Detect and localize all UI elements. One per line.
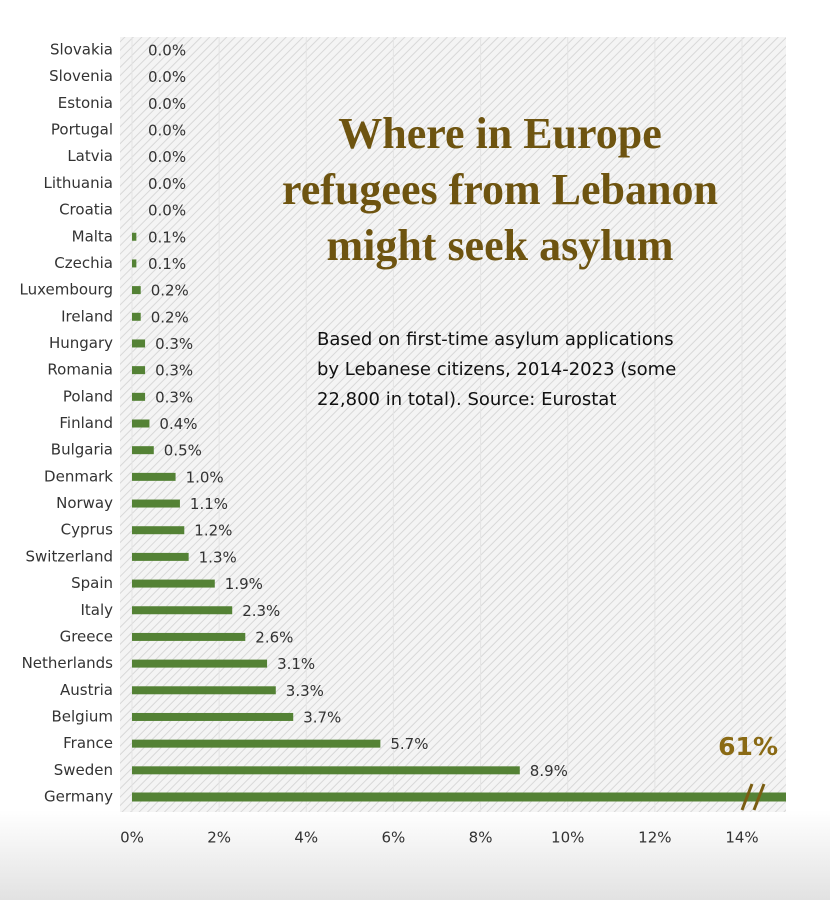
y-tick-label: Sweden [54, 761, 113, 779]
bar [132, 712, 294, 721]
y-tick-label: Spain [71, 574, 113, 592]
bar [132, 526, 185, 535]
y-tick-label: Finland [59, 414, 113, 432]
chart-title: Where in Europe [338, 109, 662, 158]
bar [132, 339, 146, 348]
value-label: 0.0% [148, 202, 186, 220]
value-label: 0.3% [155, 335, 193, 353]
bar [132, 446, 154, 455]
chart-title: refugees from Lebanon [282, 165, 718, 214]
value-label: 0.0% [148, 95, 186, 113]
y-tick-label: Malta [72, 227, 113, 245]
bar [132, 232, 137, 241]
value-label: 3.3% [286, 682, 324, 700]
x-tick-label: 2% [207, 829, 231, 847]
value-label: 0.2% [151, 282, 189, 300]
bar [132, 579, 215, 588]
value-label: 8.9% [530, 762, 568, 780]
y-tick-label: Romania [47, 361, 113, 379]
bar [132, 419, 150, 428]
value-label: 0.3% [155, 362, 193, 380]
value-label: 0.0% [148, 42, 186, 60]
y-tick-label: Luxembourg [20, 281, 114, 299]
y-tick-label: Estonia [58, 94, 113, 112]
y-tick-label: Austria [60, 681, 113, 699]
value-label: 0.0% [148, 148, 186, 166]
bar [132, 659, 268, 668]
x-tick-label: 14% [725, 829, 758, 847]
value-label: 2.3% [242, 602, 280, 620]
value-label: 0.0% [148, 122, 186, 140]
y-tick-label: Croatia [59, 201, 113, 219]
bar [132, 472, 176, 481]
value-label: 0.0% [148, 68, 186, 86]
y-tick-label: Czechia [54, 254, 113, 272]
bar [132, 366, 146, 375]
value-label: 0.0% [148, 175, 186, 193]
value-label: 1.0% [186, 468, 224, 486]
value-label: 1.3% [199, 548, 237, 566]
bar [132, 499, 180, 508]
axis-break [740, 783, 766, 811]
y-tick-label: Slovenia [49, 67, 113, 85]
value-label: 0.2% [151, 308, 189, 326]
y-tick-label: France [63, 734, 113, 752]
chart-title: might seek asylum [326, 221, 673, 270]
y-tick-label: Cyprus [61, 521, 114, 539]
x-tick-label: 0% [120, 829, 144, 847]
value-label: 2.6% [255, 628, 293, 646]
value-label: 3.7% [303, 708, 341, 726]
y-tick-label: Hungary [49, 334, 113, 352]
value-label: 0.3% [155, 388, 193, 406]
y-tick-label: Italy [80, 601, 113, 619]
subtitle: 22,800 in total). Source: Eurostat [317, 389, 616, 410]
subtitle: Based on first-time asylum applications [317, 329, 674, 350]
bar [132, 286, 141, 295]
y-tick-label: Norway [56, 494, 113, 512]
y-tick-label: Netherlands [22, 654, 114, 672]
background-fade [0, 810, 830, 900]
y-tick-label: Germany [44, 788, 113, 806]
y-tick-label: Bulgaria [51, 441, 113, 459]
x-tick-label: 4% [294, 829, 318, 847]
bar [132, 312, 141, 321]
value-label: 5.7% [390, 735, 428, 753]
value-label: 61% [718, 732, 778, 761]
y-tick-label: Lithuania [44, 174, 113, 192]
x-tick-label: 10% [551, 829, 584, 847]
x-tick-label: 6% [382, 829, 406, 847]
subtitle: by Lebanese citizens, 2014-2023 (some [317, 359, 676, 380]
value-label: 0.1% [148, 228, 186, 246]
y-tick-label: Poland [63, 387, 113, 405]
bar [132, 392, 146, 401]
bar [132, 686, 276, 695]
y-tick-label: Latvia [67, 147, 113, 165]
value-label: 0.5% [164, 442, 202, 460]
y-tick-label: Switzerland [26, 547, 114, 565]
x-tick-label: 8% [469, 829, 493, 847]
bar [132, 739, 381, 748]
y-tick-label: Ireland [61, 307, 113, 325]
bar [132, 792, 786, 802]
y-tick-label: Greece [60, 627, 113, 645]
bar [132, 552, 189, 561]
bar [132, 259, 137, 268]
value-label: 1.2% [194, 522, 232, 540]
x-tick-label: 12% [638, 829, 671, 847]
bar [132, 606, 233, 615]
value-label: 1.1% [190, 495, 228, 513]
bar [132, 766, 520, 775]
plot-background [120, 37, 786, 812]
bar [132, 632, 246, 641]
value-label: 0.4% [159, 415, 197, 433]
y-tick-label: Denmark [44, 467, 113, 485]
y-tick-label: Portugal [51, 121, 113, 139]
y-tick-label: Slovakia [50, 41, 113, 59]
value-label: 3.1% [277, 655, 315, 673]
value-label: 0.1% [148, 255, 186, 273]
y-tick-label: Belgium [52, 707, 114, 725]
value-label: 1.9% [225, 575, 263, 593]
